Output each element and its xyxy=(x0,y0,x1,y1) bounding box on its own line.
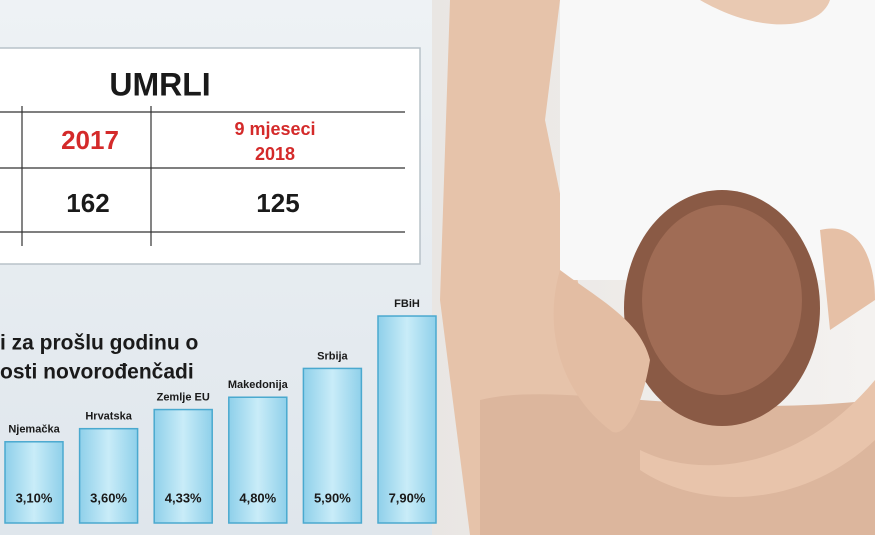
value-label: 3,60% xyxy=(90,490,127,505)
category-label: Njemačka xyxy=(8,424,60,436)
header-cell: 2018 xyxy=(255,144,295,164)
bar xyxy=(228,396,288,524)
header-cell: 9 mjeseci xyxy=(234,119,315,139)
category-label: Zemlje EU xyxy=(157,391,210,403)
bar xyxy=(153,408,213,524)
category-label: FBiH xyxy=(394,298,420,310)
value-label: 4,80% xyxy=(239,490,276,505)
chart-title: osti novorođenčadi xyxy=(0,361,194,384)
category-label: Srbija xyxy=(317,350,348,362)
value-cell: 125 xyxy=(256,188,299,218)
value-cell: 162 xyxy=(66,188,109,218)
chart-title: i za prošlu godinu o xyxy=(0,332,198,355)
value-label: 5,90% xyxy=(314,490,351,505)
bar xyxy=(302,367,363,524)
value-label: 4,33% xyxy=(165,490,202,505)
value-label: 7,90% xyxy=(389,490,426,505)
value-label: 3,10% xyxy=(16,490,53,505)
category-label: Makedonija xyxy=(228,379,289,391)
bar xyxy=(4,441,64,524)
bar xyxy=(377,315,437,524)
category-label: Hrvatska xyxy=(85,411,132,423)
table-title: UMRLI xyxy=(109,66,210,102)
header-cell: 2017 xyxy=(61,125,119,155)
photo xyxy=(432,0,875,535)
bar xyxy=(78,427,139,524)
table: UMRLI 2017 9 mjeseci 2018 162 125 xyxy=(0,47,421,265)
